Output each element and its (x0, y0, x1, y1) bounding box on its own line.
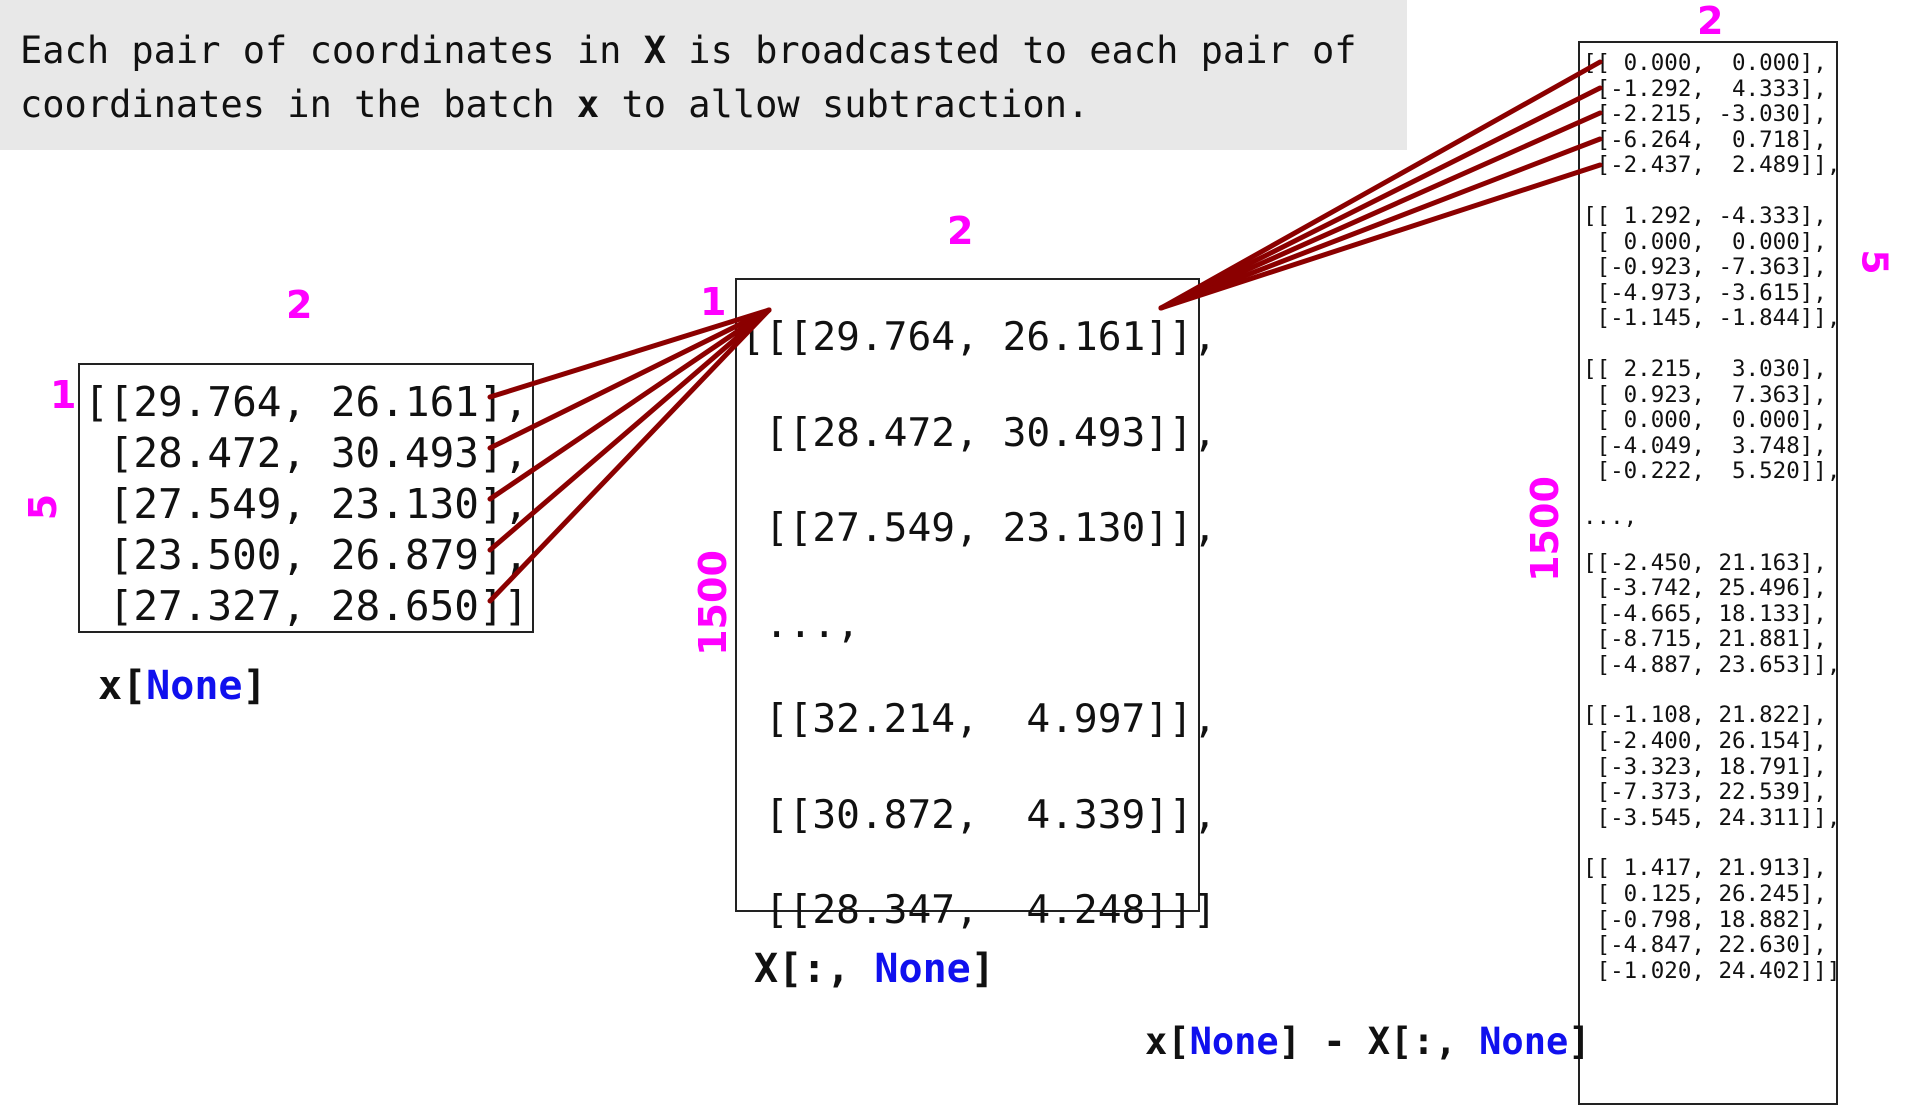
tensor-row: [[ 1.292, -4.333], (1583, 202, 1827, 229)
left-dim-columns: 2 (286, 283, 313, 327)
tensor-row: [[32.214, 4.997]], (741, 696, 1217, 742)
tensor-row: [[30.872, 4.339]], (741, 791, 1217, 838)
tensor-row: [[ 1.417, 21.913], (1583, 855, 1827, 882)
tensor-row: [ 0.923, 7.363], (1583, 381, 1827, 408)
left-dim-row: 1 (50, 373, 77, 417)
caption-banner: Each pair of coordinates in X is broadca… (0, 0, 1407, 150)
connector-left-to-middle (487, 307, 772, 400)
tensor-group: [[ 1.417, 21.913], [ 0.125, 26.245], [-0… (1583, 856, 1840, 984)
tensor-group: [[ 1.292, -4.333], [ 0.000, 0.000], [-0.… (1583, 202, 1841, 332)
result-tensor-box: [[ 0.000, 0.000], [-1.292, 4.333], [-2.2… (1578, 41, 1841, 1105)
tensor-row: [-3.323, 18.791], (1583, 753, 1827, 780)
connector-left-to-middle (487, 307, 772, 604)
caption-line-1: Each pair of coordinates in X is broadca… (20, 32, 1357, 69)
left-label: x[None] (98, 666, 267, 706)
tensor-group: [[-2.450, 21.163], [-3.742, 25.496], [-4… (1583, 549, 1841, 679)
middle-dim-columns: 2 (947, 209, 974, 253)
tensor-row: [-4.887, 23.653]], (1583, 651, 1841, 678)
tensor-row: [[29.764, 26.161], (84, 378, 529, 426)
connector-middle-to-result (1158, 59, 1603, 311)
tensor-row: [-7.373, 22.539], (1583, 779, 1827, 806)
tensor-row: [-1.292, 4.333], (1583, 75, 1827, 102)
connector-left-to-middle (487, 307, 772, 553)
tensor-row: [ 0.000, 0.000], (1583, 228, 1827, 255)
tensor-row: [-0.798, 18.882], (1583, 906, 1827, 933)
tensor-row: [-0.222, 5.520]], (1583, 458, 1841, 485)
tensor-row: [ 0.125, 26.245], (1583, 881, 1827, 908)
tensor-row: [-2.437, 2.489]], (1583, 152, 1841, 179)
middle-dim-row: 1 (700, 280, 727, 324)
tensor-group: [[-1.108, 21.822], [-2.400, 26.154], [-3… (1583, 703, 1840, 831)
tensor-row: [[27.549, 23.130]], (741, 505, 1217, 551)
label-text: ] - X[:, (1278, 1020, 1480, 1063)
connector-middle-to-result (1158, 110, 1603, 311)
label-keyword: None (1189, 1020, 1279, 1063)
tensor-row: ..., (741, 600, 860, 647)
tensor-row: [[28.347, 4.248]]] (741, 887, 1217, 933)
caption-text: Each pair of coordinates in (20, 29, 644, 72)
tensor-row: [[ 2.215, 3.030], (1583, 355, 1827, 382)
tensor-row: [23.500, 26.879], (84, 531, 529, 579)
connector-middle-to-result (1158, 136, 1603, 311)
left-tensor-values: [[29.764, 26.161], [28.472, 30.493], [27… (84, 377, 528, 632)
label-text: X[:, (754, 946, 875, 992)
tensor-row: [-4.665, 18.133], (1583, 600, 1827, 627)
middle-tensor-box: [[[29.764, 26.161]], [[28.472, 30.493]],… (735, 278, 1217, 933)
middle-tensor-values: [[[29.764, 26.161]], [[28.472, 30.493]],… (741, 290, 1217, 959)
tensor-group: [[ 2.215, 3.030], [ 0.923, 7.363], [ 0.0… (1583, 355, 1841, 485)
tensor-row: [-4.049, 3.748], (1583, 432, 1827, 459)
tensor-row: [[-1.108, 21.822], (1583, 702, 1827, 729)
tensor-row: [[-2.450, 21.163], (1583, 549, 1827, 576)
tensor-row: [-4.973, -3.615], (1583, 279, 1827, 306)
tensor-row: ..., (1583, 503, 1638, 530)
tensor-row: [-1.145, -1.844]], (1583, 305, 1841, 332)
connector-lines (487, 59, 1603, 604)
right-dim-columns: 2 (1697, 0, 1724, 43)
tensor-row: [28.472, 30.493], (84, 429, 529, 477)
label-keyword: None (1479, 1020, 1569, 1063)
tensor-row: [[[29.764, 26.161]], (741, 314, 1217, 360)
label-text: ] (970, 946, 995, 992)
connector-left-to-middle (487, 307, 772, 451)
caption-text: is broadcasted to each pair of (666, 29, 1357, 72)
left-tensor-box: [[29.764, 26.161], [28.472, 30.493], [27… (78, 363, 534, 633)
tensor-row: [-0.923, -7.363], (1583, 254, 1827, 281)
label-keyword: None (146, 663, 243, 709)
result-tensor-values: [[ 0.000, 0.000], [-1.292, 4.333], [-2.2… (1583, 50, 1841, 1009)
tensor-row: [-1.020, 24.402]]] (1583, 957, 1841, 984)
tensor-row: [-6.264, 0.718], (1583, 126, 1827, 153)
caption-text: coordinates in the batch (20, 83, 577, 126)
tensor-row: [-8.715, 21.881], (1583, 626, 1827, 653)
caption-var-x: x (576, 83, 600, 126)
tensor-row: [[ 0.000, 0.000], (1583, 50, 1827, 76)
tensor-row: [27.549, 23.130], (84, 480, 529, 528)
tensor-row: [-2.400, 26.154], (1583, 728, 1827, 755)
tensor-row: [-3.545, 24.311]], (1583, 804, 1841, 831)
tensor-group: ..., (1583, 503, 1840, 531)
caption-line-2: coordinates in the batch x to allow subt… (20, 86, 1089, 123)
caption-var-X: X (643, 29, 667, 72)
tensor-row: [[28.472, 30.493]], (741, 409, 1217, 456)
tensor-group: [[ 0.000, 0.000], [-1.292, 4.333], [-2.2… (1583, 50, 1841, 179)
middle-label: X[:, None] (754, 949, 995, 989)
label-text: x[ (1145, 1020, 1190, 1063)
label-keyword: None (874, 946, 971, 992)
caption-text: to allow subtraction. (599, 83, 1090, 126)
result-label: x[None] - X[:, None] (1145, 1023, 1591, 1060)
label-text: x[ (98, 663, 147, 709)
tensor-row: [ 0.000, 0.000], (1583, 407, 1827, 434)
tensor-row: [-4.847, 22.630], (1583, 932, 1827, 959)
label-text: ] (242, 663, 267, 709)
connector-left-to-middle (487, 307, 772, 502)
label-text: ] (1568, 1020, 1591, 1063)
tensor-row: [27.327, 28.650]] (84, 582, 529, 630)
connector-middle-to-result (1158, 85, 1603, 311)
tensor-row: [-3.742, 25.496], (1583, 575, 1827, 602)
connector-middle-to-result (1158, 162, 1603, 311)
tensor-row: [-2.215, -3.030], (1583, 101, 1827, 128)
